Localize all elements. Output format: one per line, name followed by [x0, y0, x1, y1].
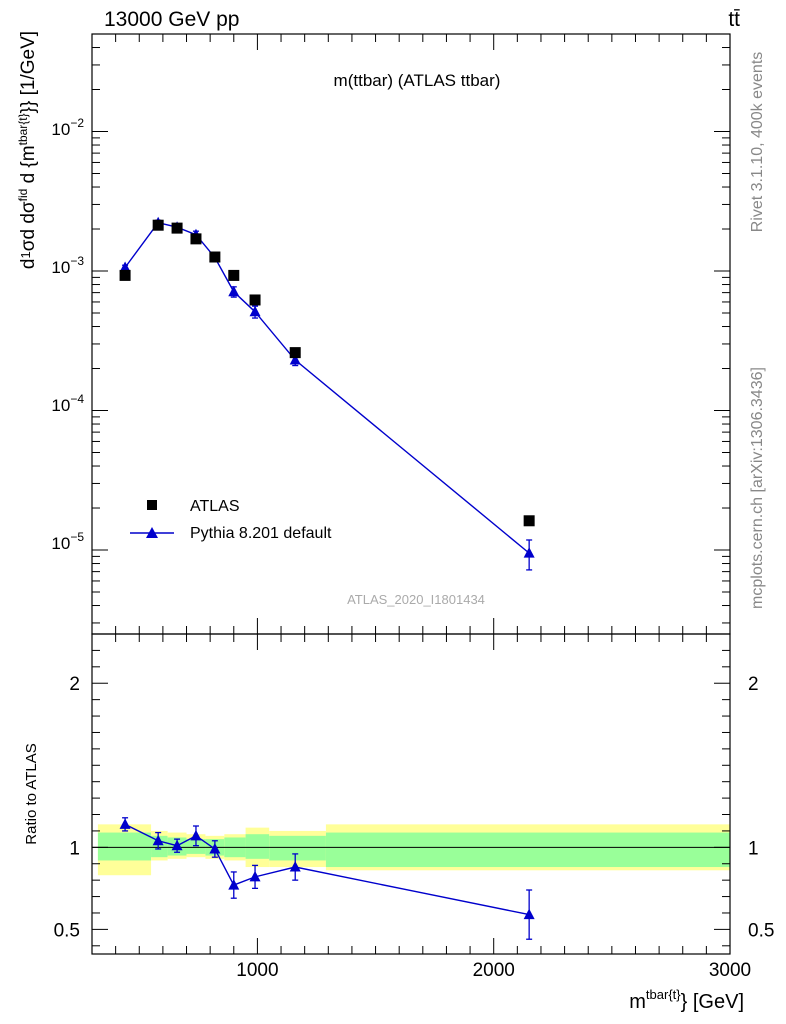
- ratio-point: [523, 908, 535, 920]
- atlas-data-point: [119, 269, 131, 281]
- legend-atlas-marker: [147, 500, 157, 510]
- inner-uncertainty-band: [325, 832, 730, 868]
- mc-point: [289, 354, 301, 365]
- rivet-version-label: Rivet 3.1.10, 400k events: [749, 52, 766, 233]
- mc-point: [228, 285, 240, 297]
- x-axis-label: mtbar{t}} [GeV]: [629, 987, 744, 1013]
- atlas-data-point: [228, 269, 240, 281]
- y-tick-label-1e-5: 10−5: [51, 530, 84, 553]
- main-y-tick-labels: 10−5 10−4 10−3 10−2: [51, 116, 84, 553]
- ratio-y-tick-label-right: 2: [748, 674, 759, 695]
- mc-point: [523, 547, 535, 558]
- ratio-y-axis-label: Ratio to ATLAS: [23, 743, 40, 844]
- process-label: tt̄: [728, 8, 740, 31]
- y-tick-label-1e-4: 10−4: [51, 392, 84, 415]
- main-panel-frame: [91, 33, 731, 635]
- legend-mc-marker: [146, 527, 158, 538]
- atlas-data-point: [190, 233, 202, 245]
- mc-series-line: [124, 221, 530, 554]
- analysis-watermark: ATLAS_2020_I1801434: [347, 592, 485, 607]
- ratio-point: [289, 861, 301, 872]
- mc-series-points: [119, 216, 535, 571]
- inner-uncertainty-band: [186, 839, 206, 854]
- mcplots-label: mcplots.cern.ch [arXiv:1306.3436]: [749, 367, 766, 609]
- inner-uncertainty-band: [97, 832, 152, 861]
- atlas-data-points: [119, 219, 535, 527]
- mc-point: [119, 261, 131, 272]
- legend: ATLAS Pythia 8.201 default: [130, 498, 332, 542]
- atlas-data-point: [523, 515, 535, 527]
- ratio-axis-ticks: [92, 633, 731, 954]
- atlas-data-point: [171, 222, 183, 234]
- ratio-uncertainty-bands: [97, 824, 730, 876]
- ratio-y-tick-labels: 0.5 0.5 1 1 2 2: [54, 674, 775, 941]
- atlas-data-point: [152, 219, 164, 231]
- ratio-panel: 0.5 0.5 1 1 2 2 1000 2000 3000 Ratio to ATLAS m…: [23, 633, 775, 1013]
- atlas-data-point: [249, 294, 261, 306]
- ratio-y-tick-label-right: 1: [748, 838, 759, 859]
- main-axis-ticks: [92, 33, 731, 634]
- legend-atlas-label: ATLAS: [190, 498, 240, 515]
- energy-label: 13000 GeV pp: [104, 8, 239, 31]
- ratio-x-tick-labels: 1000 2000 3000: [236, 960, 751, 981]
- atlas-data-point: [289, 347, 301, 359]
- x-tick-label: 2000: [473, 960, 515, 981]
- x-tick-label: 1000: [236, 960, 278, 981]
- ratio-y-tick-label: 2: [69, 674, 80, 695]
- main-panel: m(ttbar) (ATLAS ttbar) ATLAS_2020_I18014…: [16, 31, 731, 635]
- y-tick-label-1e-2: 10−2: [51, 116, 84, 139]
- ratio-point: [119, 818, 131, 829]
- inner-uncertainty-band: [269, 835, 326, 861]
- ratio-panel-frame: [91, 633, 731, 955]
- ratio-point: [249, 870, 261, 882]
- ratio-point: [209, 842, 221, 854]
- ratio-y-tick-label-right: 0.5: [748, 920, 774, 941]
- x-tick-label: 3000: [709, 960, 751, 981]
- ratio-y-tick-label: 1: [69, 838, 80, 859]
- inner-uncertainty-band: [245, 834, 270, 859]
- ratio-point: [171, 839, 183, 851]
- main-y-axis-label: d1σd dσfid d {mtbar{t}}} [1/GeV]: [16, 31, 39, 269]
- ratio-point: [228, 879, 240, 890]
- mc-point: [249, 305, 261, 317]
- main-plot-title: m(ttbar) (ATLAS ttbar): [334, 71, 501, 90]
- ratio-mc-points: [119, 817, 535, 940]
- ratio-y-tick-label: 0.5: [54, 920, 80, 941]
- ratio-point: [152, 834, 164, 846]
- y-tick-label-1e-3: 10−3: [51, 254, 84, 277]
- ratio-point: [190, 829, 202, 841]
- mc-polyline: [124, 221, 530, 554]
- legend-mc-label: Pythia 8.201 default: [190, 525, 332, 542]
- atlas-data-point: [209, 251, 221, 263]
